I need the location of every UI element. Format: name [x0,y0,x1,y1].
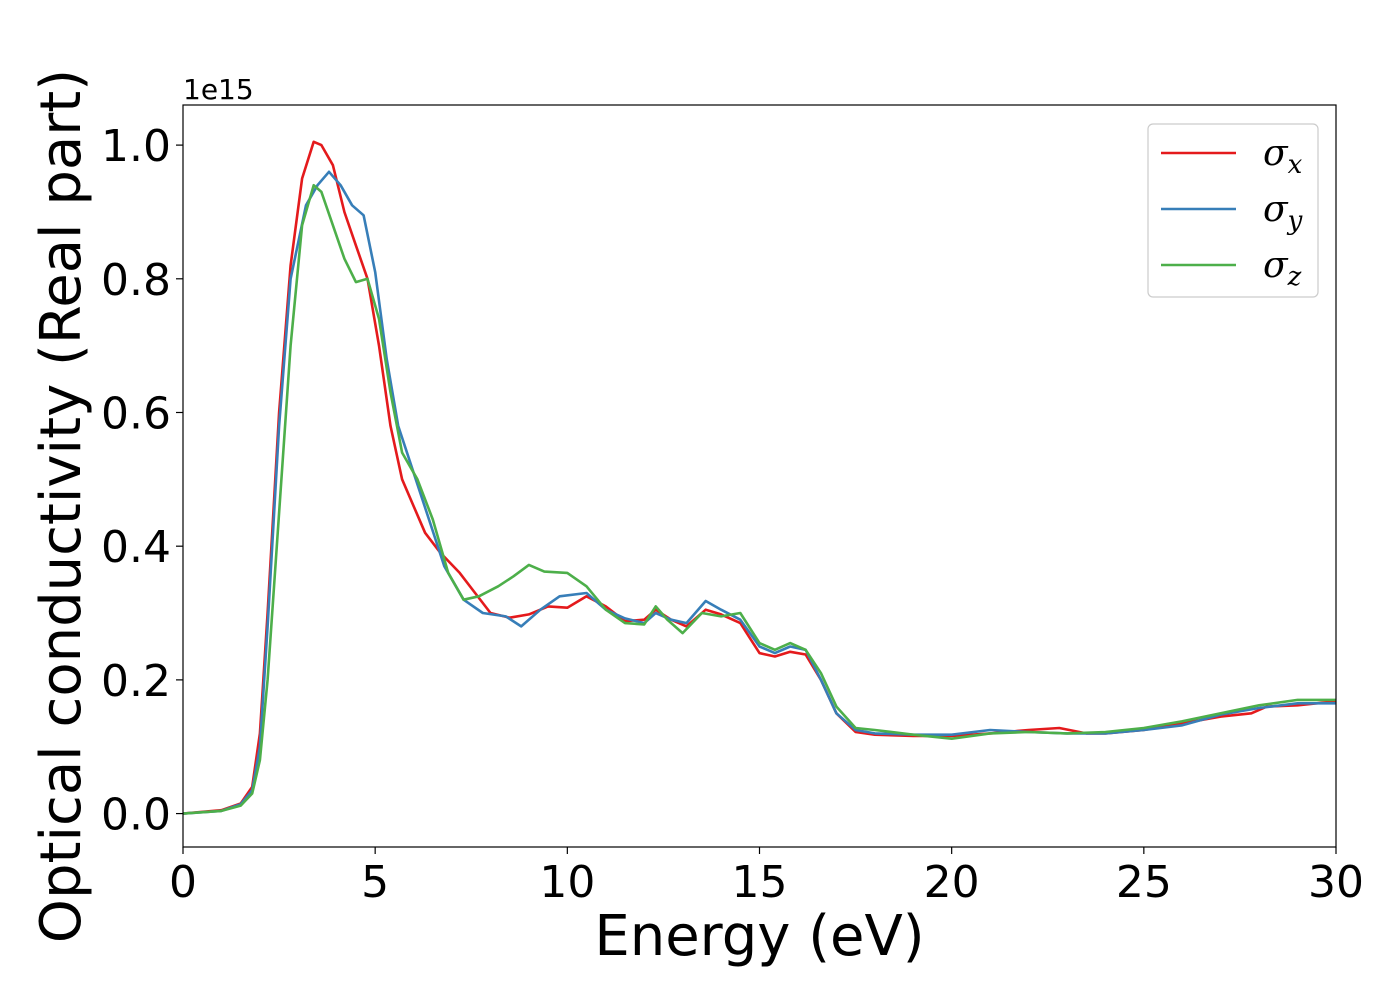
series-line-z [182,183,1336,815]
x-tick-label: 20 [924,857,980,908]
legend-label-y: σy [1263,189,1303,236]
y-tick-label: 0.2 [101,656,171,707]
x-tick-label: 30 [1308,857,1364,908]
legend-label-x: σx [1263,133,1303,180]
legend-box [1147,123,1319,298]
legend-label-z: σz [1263,245,1302,292]
x-tick-label: 15 [732,857,788,908]
y-axis-label: Optical conductivity (Real part) [29,69,94,943]
series-line-y [182,170,1336,815]
y-tick-label: 0.8 [101,255,171,306]
x-tick-label: 10 [539,857,595,908]
x-tick-label: 0 [169,857,197,908]
x-tick-label: 5 [361,857,389,908]
y-axis-ticks: 0.0 0.2 0.4 0.6 0.8 1.0 [101,121,183,841]
y-tick-label: 0.6 [101,388,171,439]
y-tick-label: 0.0 [101,790,171,841]
x-axis-label: Energy (eV) [594,904,924,969]
plot-lines [182,140,1337,815]
x-axis-ticks: 0 5 10 15 20 25 30 [169,847,1364,908]
legend: σx σy σz [1147,123,1319,298]
y-tick-label: 0.4 [101,522,171,573]
y-offset-label: 1e15 [183,73,254,106]
y-tick-label: 1.0 [101,121,171,172]
x-tick-label: 25 [1116,857,1172,908]
